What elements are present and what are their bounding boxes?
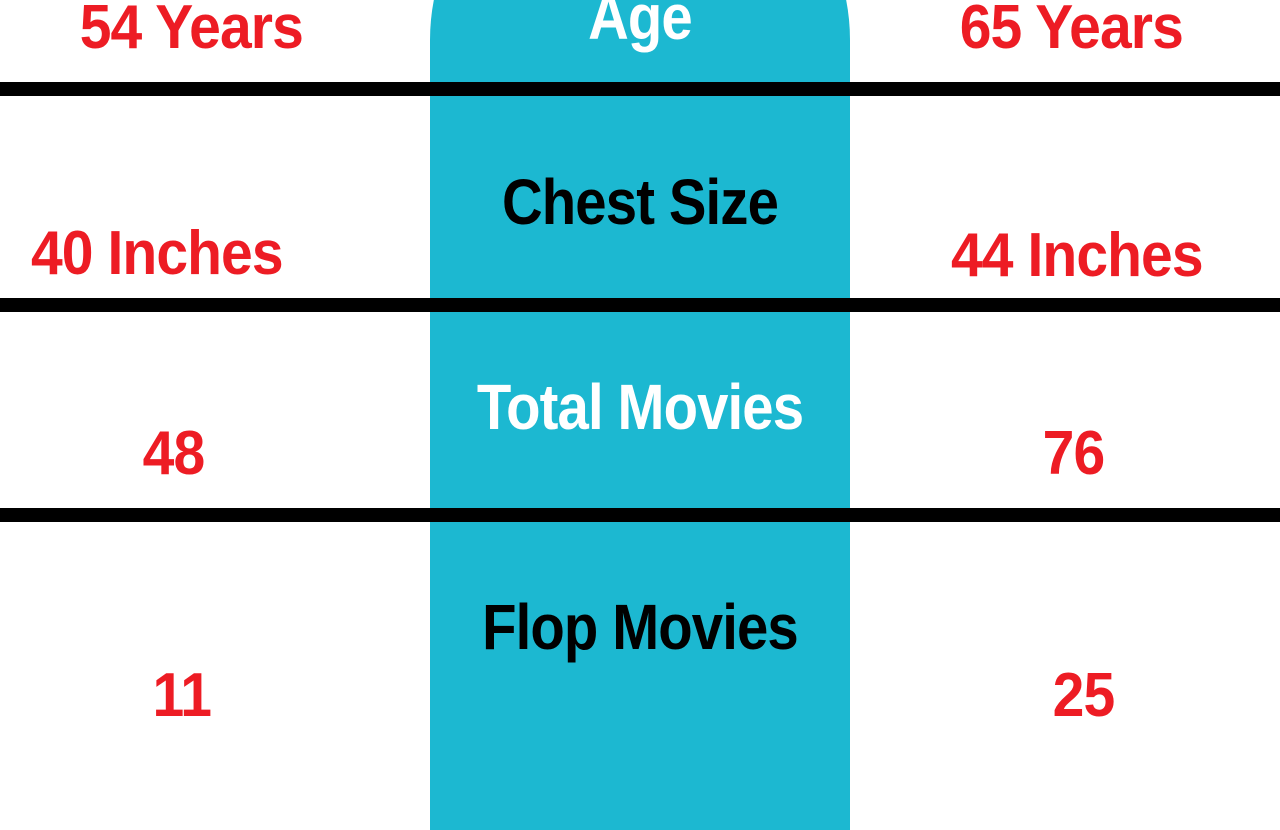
row-label-chest: Chest Size — [455, 165, 825, 239]
row-left-value: 11 — [153, 660, 211, 731]
row-label-flop: Flop Movies — [455, 590, 825, 664]
row-right-value: 65 Years — [960, 0, 1183, 63]
row-left-value: 48 — [143, 418, 205, 489]
row-label-total: Total Movies — [455, 370, 825, 444]
row-divider — [0, 508, 1280, 522]
row-right-value: 76 — [1043, 418, 1105, 489]
row-divider — [0, 82, 1280, 96]
row-right-value: 44 Inches — [951, 220, 1203, 291]
row-label-age: Age — [455, 0, 825, 54]
row-divider — [0, 298, 1280, 312]
row-left-value: 40 Inches — [31, 218, 283, 289]
row-left-value: 54 Years — [80, 0, 303, 63]
row-right-value: 25 — [1053, 660, 1115, 731]
